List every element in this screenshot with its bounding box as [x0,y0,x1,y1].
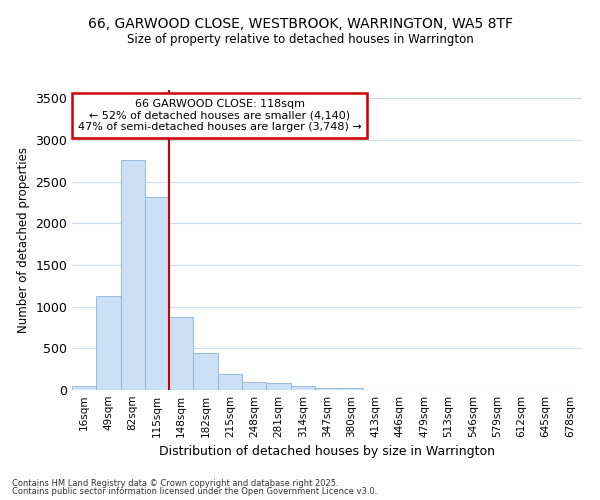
Bar [315,388,339,390]
Bar [121,160,145,390]
Bar [218,374,242,390]
Text: 66 GARWOOD CLOSE: 118sqm
← 52% of detached houses are smaller (4,140)
47% of sem: 66 GARWOOD CLOSE: 118sqm ← 52% of detach… [78,99,362,132]
Text: 66, GARWOOD CLOSE, WESTBROOK, WARRINGTON, WA5 8TF: 66, GARWOOD CLOSE, WESTBROOK, WARRINGTON… [88,18,512,32]
Text: Size of property relative to detached houses in Warrington: Size of property relative to detached ho… [127,32,473,46]
X-axis label: Distribution of detached houses by size in Warrington: Distribution of detached houses by size … [159,446,495,458]
Bar [266,384,290,390]
Bar [169,316,193,390]
Bar [339,388,364,390]
Text: Contains HM Land Registry data © Crown copyright and database right 2025.: Contains HM Land Registry data © Crown c… [12,478,338,488]
Bar [145,196,169,390]
Bar [72,386,96,390]
Bar [193,354,218,390]
Bar [242,382,266,390]
Text: Contains public sector information licensed under the Open Government Licence v3: Contains public sector information licen… [12,487,377,496]
Bar [96,296,121,390]
Y-axis label: Number of detached properties: Number of detached properties [17,147,30,333]
Bar [290,386,315,390]
